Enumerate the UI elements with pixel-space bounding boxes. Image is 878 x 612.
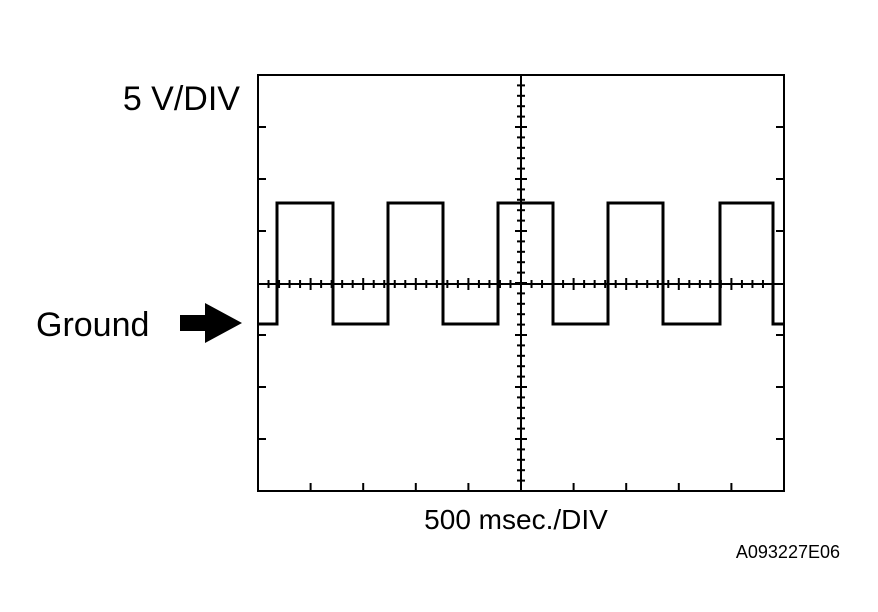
division-ticks [258, 84, 784, 491]
figure-id: A093227E06 [736, 542, 840, 562]
ground-arrow [180, 303, 242, 343]
square-waveform [258, 201, 784, 326]
vertical-scale-label: 5 V/DIV [123, 80, 240, 118]
ground-label: Ground [36, 306, 149, 344]
horizontal-scale-label: 500 msec./DIV [424, 504, 608, 535]
